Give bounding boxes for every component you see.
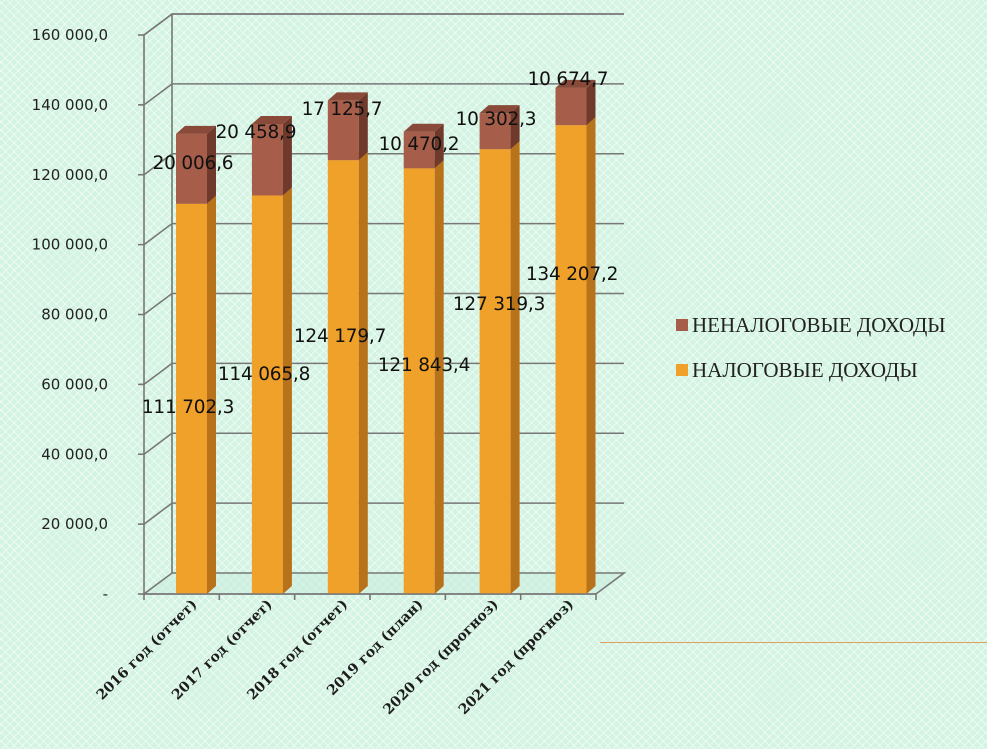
bar-nontax-side bbox=[207, 125, 216, 204]
decorative-rule bbox=[600, 642, 987, 643]
data-labels: 111 702,3 20 006,6 114 065,8 20 458,9 124 17… bbox=[142, 69, 619, 418]
data-label-nontax: 10 470,2 bbox=[379, 134, 460, 155]
y-tick-label: 100 000,0 bbox=[32, 236, 108, 254]
bar-tax-side bbox=[207, 195, 216, 594]
gridline bbox=[143, 292, 624, 316]
bar-nontax-side bbox=[434, 123, 444, 169]
legend-label-nontax: НЕНАЛОГОВЫЕ ДОХОДЫ bbox=[692, 313, 946, 337]
bar-tax-side bbox=[358, 152, 368, 595]
bar-tax-side bbox=[282, 187, 292, 594]
bar-nontax-front bbox=[403, 131, 435, 169]
y-tick-label: 40 000,0 bbox=[41, 445, 108, 463]
bar-tax-front bbox=[176, 203, 207, 594]
y-tick-label: 120 000,0 bbox=[32, 166, 108, 184]
gridline bbox=[143, 152, 624, 176]
data-label-tax: 124 179,7 bbox=[294, 326, 386, 347]
gridline bbox=[143, 432, 624, 455]
data-label-tax: 121 843,4 bbox=[378, 355, 470, 376]
bar-nontax-side bbox=[358, 92, 368, 161]
bar-nontax-side bbox=[282, 116, 292, 196]
bar-tax-front bbox=[555, 125, 587, 595]
bar-nontax-top bbox=[251, 116, 292, 125]
legend-label-tax: НАЛОГОВЫЕ ДОХОДЫ bbox=[692, 358, 918, 382]
bar-nontax-top bbox=[555, 79, 596, 88]
gridline bbox=[143, 502, 624, 525]
legend: НЕНАЛОГОВЫЕ ДОХОДЫ НАЛОГОВЫЕ ДОХОДЫ bbox=[672, 312, 984, 402]
chart-grid bbox=[143, 13, 624, 525]
bar-tax-front bbox=[403, 168, 435, 594]
y-tick-label: 20 000,0 bbox=[41, 515, 108, 533]
y-tick-label: - bbox=[103, 585, 108, 603]
bar-nontax-front bbox=[251, 124, 283, 196]
bar-tax-side bbox=[586, 117, 596, 595]
data-label-nontax: 20 458,9 bbox=[216, 122, 297, 143]
gridline bbox=[143, 83, 624, 106]
gridline bbox=[143, 13, 624, 36]
bar-nontax-top bbox=[327, 92, 368, 101]
data-label-nontax: 17 125,7 bbox=[302, 99, 383, 120]
data-label-tax: 111 702,3 bbox=[142, 397, 234, 418]
gridline bbox=[143, 222, 624, 246]
bar-nontax-side bbox=[586, 79, 596, 126]
bar-tax-front bbox=[479, 149, 511, 594]
data-label-nontax: 10 302,3 bbox=[456, 109, 537, 130]
legend-swatch-nontax bbox=[676, 319, 688, 331]
bars bbox=[176, 79, 596, 595]
data-label-tax: 134 207,2 bbox=[526, 264, 618, 285]
y-tick-label: 80 000,0 bbox=[41, 306, 108, 324]
data-label-nontax: 20 006,6 bbox=[153, 153, 234, 174]
bar-tax-front bbox=[327, 160, 359, 595]
gridline bbox=[143, 362, 624, 386]
bar-nontax-side bbox=[510, 105, 520, 150]
bar-nontax-top bbox=[403, 123, 444, 132]
bar-nontax-front bbox=[479, 113, 511, 150]
legend-swatch-tax bbox=[676, 364, 688, 376]
data-label-tax: 127 319,3 bbox=[453, 294, 545, 315]
bar-nontax-front bbox=[327, 100, 359, 161]
legend-item-tax: НАЛОГОВЫЕ ДОХОДЫ bbox=[672, 357, 984, 384]
y-tick-label: 60 000,0 bbox=[41, 375, 108, 393]
legend-item-nontax: НЕНАЛОГОВЫЕ ДОХОДЫ bbox=[672, 312, 984, 339]
x-axis: 2016 год (отчет)2017 год (отчет)2018 год… bbox=[94, 593, 597, 718]
data-label-tax: 114 065,8 bbox=[218, 364, 310, 385]
bar-tax-side bbox=[510, 141, 520, 594]
data-label-nontax: 10 674,7 bbox=[528, 69, 609, 90]
bar-tax-front bbox=[251, 195, 283, 594]
bar-nontax-top bbox=[176, 125, 216, 134]
y-tick-label: 140 000,0 bbox=[32, 96, 108, 114]
y-axis: - 20 000,0 40 000,0 60 000,0 80 000,0 100 000… bbox=[32, 26, 144, 603]
bar-nontax-top bbox=[479, 105, 520, 114]
bar-tax-side bbox=[434, 160, 444, 594]
bar-nontax-front bbox=[176, 133, 207, 204]
bar-nontax-front bbox=[555, 87, 587, 126]
y-tick-label: 160 000,0 bbox=[32, 26, 108, 44]
